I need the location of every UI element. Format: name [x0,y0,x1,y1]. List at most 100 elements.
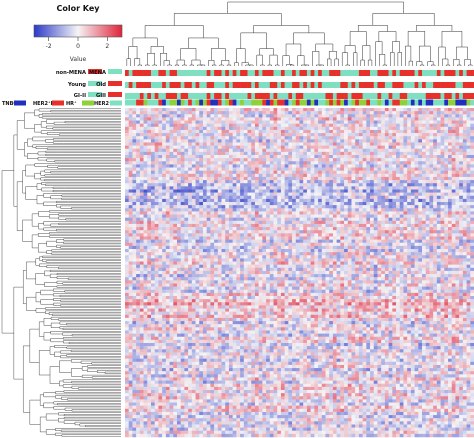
heatmap-cell [448,183,452,187]
heatmap-cell [188,114,193,118]
heatmap-cell [396,189,400,193]
heatmap-cell [440,136,445,140]
heatmap-cell [392,211,397,215]
dendrogram-branch [67,398,73,401]
heatmap-cell [414,227,419,231]
heatmap-cell [358,236,363,240]
heatmap-cell [225,148,230,153]
heatmap-cell [344,155,349,159]
heatmap-cell [306,111,311,115]
heatmap-cell [295,148,300,153]
annotation-cell [236,99,241,106]
heatmap-cell [381,167,386,171]
heatmap-cell [158,173,163,178]
heatmap-cell [366,180,371,184]
heatmap-cell [132,170,137,175]
heatmap-cell [459,173,464,178]
heatmap-cell [169,136,174,140]
heatmap-cell [310,192,315,196]
heatmap-cell [221,230,226,234]
heatmap-cell [440,195,445,200]
heatmap-cell [125,129,129,134]
heatmap-cell [418,217,423,222]
heatmap-cell [132,167,137,171]
heatmap-cell [262,167,267,171]
heatmap-cell [388,192,393,196]
heatmap-cell [396,120,400,124]
heatmap-cell [396,158,400,162]
heatmap-cell [306,126,311,131]
heatmap-cell [455,223,460,228]
heatmap-cell [381,186,386,190]
heatmap-cell [280,139,285,143]
heatmap-cell [158,192,163,196]
heatmap-cell [195,123,200,128]
heatmap-cell [254,167,259,171]
heatmap-cell [232,211,237,215]
dendrogram-branch [464,59,471,65]
heatmap-cell [217,114,222,118]
heatmap-cell [188,198,193,203]
heatmap-cell [176,198,181,203]
heatmap-cell [422,158,426,162]
dendrogram-branch [353,52,358,65]
annotation-cell [388,99,393,106]
heatmap-cell [191,139,196,143]
heatmap-cell [251,208,256,212]
annotation-cell [384,93,389,99]
heatmap-cell [444,186,449,190]
heatmap-cell [373,145,378,149]
heatmap-cell [451,202,456,206]
heatmap-cell [422,170,426,175]
heatmap-cell [429,217,434,222]
heatmap-cell [225,183,230,187]
heatmap-cell [243,158,248,162]
heatmap-cell [373,180,378,184]
heatmap-cell [377,217,382,222]
heatmap-cell [292,230,297,234]
heatmap-cell [292,227,297,231]
heatmap-cell [232,217,237,222]
heatmap-cell [362,230,367,234]
heatmap-cell [384,202,389,206]
heatmap-cell [448,114,452,118]
heatmap-cell [243,205,248,209]
heatmap-cell [444,208,449,212]
heatmap-cell [466,136,471,140]
heatmap-cell [370,129,374,134]
heatmap-cell [132,230,137,234]
annotation-cell [362,82,367,88]
heatmap-cell [254,151,259,156]
heatmap-cell [228,186,233,190]
heatmap-cell [139,183,144,187]
heatmap-cell [388,180,393,184]
heatmap-cell [232,111,237,115]
heatmap-cell [455,186,460,190]
heatmap-cell [214,214,219,218]
heatmap-cell [373,186,378,190]
heatmap-cell [388,126,393,131]
heatmap-cell [451,136,456,140]
heatmap-cell [280,230,285,234]
heatmap-cell [240,133,245,137]
heatmap-cell [199,120,204,124]
heatmap-cell [288,133,293,137]
heatmap-cell [310,236,315,240]
heatmap-cell [191,148,196,153]
heatmap-cell [373,189,378,193]
heatmap-cell [136,117,141,121]
heatmap-cell [433,129,438,134]
heatmap-cell [318,129,323,134]
heatmap-cell [299,195,304,200]
heatmap-cell [273,192,278,196]
heatmap-cell [429,214,434,218]
heatmap-cell [344,186,349,190]
heatmap-cell [288,183,293,187]
heatmap-cell [303,202,308,206]
heatmap-cell [251,142,256,146]
heatmap-cell [162,211,167,215]
heatmap-cell [232,189,237,193]
annotation-cell [269,82,274,88]
heatmap-cell [381,205,386,209]
heatmap-cell [154,158,159,162]
